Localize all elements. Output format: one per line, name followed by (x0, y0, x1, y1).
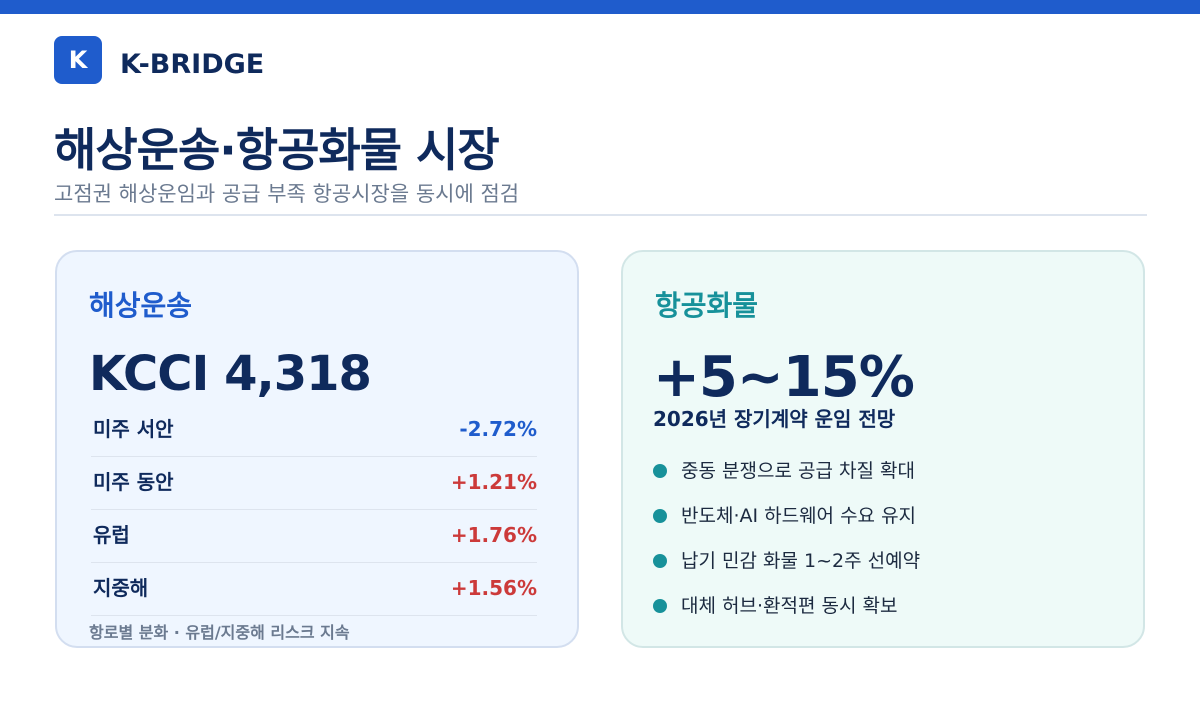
page-subtitle: 고점권 해상운임과 공급 부족 항공시장을 동시에 점검 (54, 182, 520, 206)
header-divider (54, 214, 1147, 216)
route-change-value: +1.76% (450, 523, 537, 547)
route-label: 미주 서안 (93, 417, 174, 441)
top-accent-bar (0, 0, 1200, 14)
bullet-text: 반도체·AI 하드웨어 수요 유지 (681, 505, 917, 527)
air-rate-forecast: +5~15% (653, 345, 915, 410)
route-row: 지중해 +1.56% (91, 563, 537, 616)
air-cargo-card: 항공화물 +5~15% 2026년 장기계약 운임 전망 중동 분쟁으로 공급 … (621, 250, 1145, 648)
bullet-dot-icon (653, 464, 667, 478)
air-forecast-caption: 2026년 장기계약 운임 전망 (653, 407, 896, 431)
bullet-dot-icon (653, 509, 667, 523)
bullet-dot-icon (653, 599, 667, 613)
route-label: 유럽 (93, 523, 130, 547)
bullet-text: 대체 허브·환적편 동시 확보 (681, 595, 898, 617)
page-title: 해상운송·항공화물 시장 (54, 123, 500, 177)
route-rate-list: 미주 서안 -2.72% 미주 동안 +1.21% 유럽 +1.76% 지중해 … (91, 404, 537, 616)
route-row: 유럽 +1.76% (91, 510, 537, 563)
air-card-title: 항공화물 (655, 289, 759, 322)
route-row: 미주 동안 +1.21% (91, 457, 537, 510)
bullet-dot-icon (653, 554, 667, 568)
bullet-text: 납기 민감 화물 1~2주 선예약 (681, 550, 921, 572)
route-change-value: +1.56% (450, 576, 537, 600)
sea-footnote: 항로별 분화 · 유럽/지중해 리스크 지속 (89, 623, 350, 642)
brand-name: K-BRIDGE (120, 49, 265, 80)
sea-card-title: 해상운송 (89, 289, 193, 322)
bullet-text: 중동 분쟁으로 공급 차질 확대 (681, 460, 915, 482)
route-label: 미주 동안 (93, 470, 174, 494)
route-change-value: -2.72% (459, 417, 537, 441)
route-change-value: +1.21% (450, 470, 537, 494)
sea-freight-card: 해상운송 KCCI 4,318 미주 서안 -2.72% 미주 동안 +1.21… (55, 250, 579, 648)
route-label: 지중해 (93, 576, 149, 600)
kcci-index-value: KCCI 4,318 (89, 346, 372, 402)
logo-icon: K (54, 36, 102, 84)
route-row: 미주 서안 -2.72% (91, 404, 537, 457)
